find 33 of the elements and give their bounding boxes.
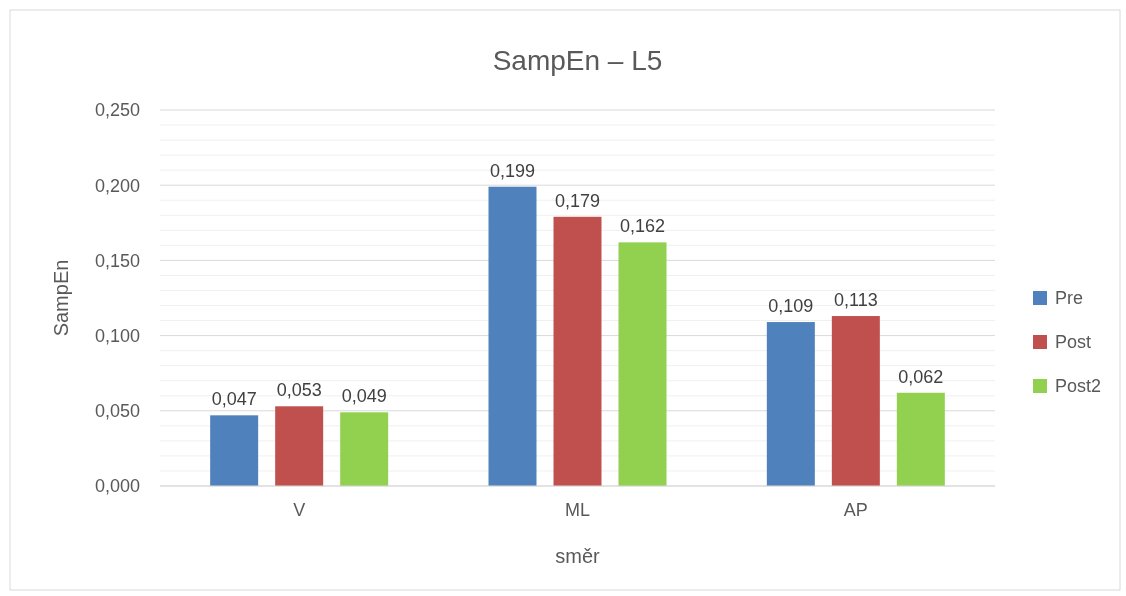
data-label: 0,179: [554, 190, 601, 211]
y-tick-label: 0,100: [94, 325, 140, 346]
data-label: 0,109: [768, 296, 814, 317]
data-label: 0,199: [489, 160, 536, 181]
x-tick-label: ML: [564, 500, 591, 520]
legend-label: Pre: [1055, 288, 1084, 309]
x-axis-title: směr: [555, 545, 601, 567]
data-label: 0,162: [619, 216, 666, 237]
y-tick-label: 0,250: [94, 100, 140, 121]
bar: [275, 406, 324, 486]
chart-title: SampEn – L5: [492, 45, 663, 76]
data-label: 0,113: [833, 290, 878, 311]
data-label: 0,062: [898, 366, 944, 387]
x-tick-label: V: [293, 500, 306, 520]
x-tick-label: AP: [843, 500, 868, 520]
bar: [210, 415, 259, 486]
y-tick-label: 0,150: [94, 250, 140, 271]
bar: [618, 242, 667, 486]
bar: [340, 412, 389, 486]
legend-label: Post2: [1055, 376, 1102, 397]
bar: [766, 322, 815, 486]
bar: [488, 186, 537, 486]
data-label: 0,053: [276, 380, 322, 401]
y-tick-label: 0,000: [94, 476, 140, 497]
y-axis-title: SampEn: [50, 259, 72, 337]
data-label: 0,049: [341, 386, 387, 407]
bar: [896, 392, 945, 486]
legend-label: Post: [1055, 332, 1092, 353]
y-tick-label: 0,200: [94, 175, 140, 196]
bar: [553, 216, 602, 486]
y-tick-label: 0,050: [94, 401, 140, 422]
bar: [831, 316, 880, 486]
data-label: 0,047: [211, 389, 257, 410]
